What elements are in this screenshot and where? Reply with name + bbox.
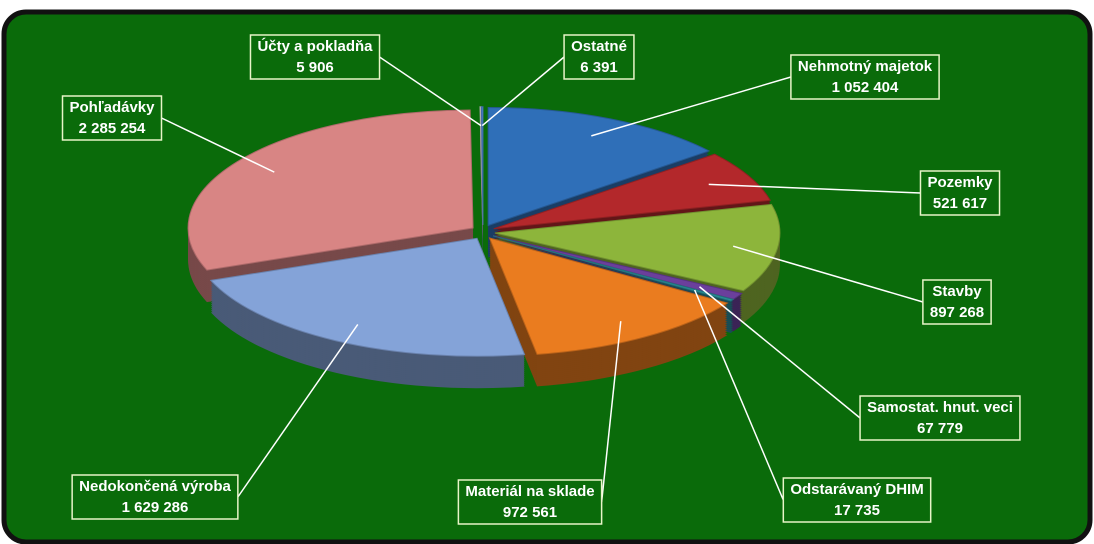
slice [187,109,474,271]
label-name: Odstarávaný DHIM [790,481,923,498]
label-name: Ostatné [571,38,627,55]
label-box [71,474,239,520]
label-box [563,34,635,80]
data-label: Pozemky 521 617 [708,170,1001,216]
leader-line [591,76,792,137]
label-name: Nehmotný majetok [798,58,933,75]
data-label: Účty a pokladňa 5 906 [249,34,482,127]
slice [493,153,772,230]
label-name: Pozemky [927,174,993,191]
label-name: Nedokončená výroba [79,478,231,495]
label-value: 972 561 [503,504,557,521]
label-box [859,395,1021,441]
data-label: Samostat. hnut. veci 67 779 [699,286,1021,441]
label-value: 67 779 [917,420,963,437]
slice-side [479,138,483,257]
label-name: Materiál na sklade [465,483,594,500]
slice [494,203,781,292]
leader-line [708,183,921,194]
data-label: Nedokončená výroba 1 629 286 [71,323,359,520]
label-value: 2 285 254 [79,120,146,137]
label-value: 521 617 [933,195,987,212]
slice-side [493,237,734,303]
data-label: Odstarávaný DHIM 17 735 [693,289,932,523]
slice-side [479,128,483,247]
label-value: 6 391 [580,59,618,76]
label-box [790,54,940,100]
label-box [457,479,603,525]
data-label: Ostatné 6 391 [481,34,635,127]
label-box [61,95,163,141]
leader-line [693,289,785,501]
leader-line [600,321,622,503]
label-value: 897 268 [930,304,984,321]
slice [492,235,735,302]
data-label: Materiál na sklade 972 561 [457,321,622,525]
slice [488,237,729,355]
label-name: Pohľadávky [70,99,156,116]
slice [209,237,526,357]
data-label: Stavby 897 268 [732,245,992,325]
slice-side [479,126,483,245]
slice-side [479,130,483,249]
leader-line [481,56,565,127]
label-box [919,170,1001,216]
label-value: 1 629 286 [122,499,189,516]
leader-line [161,117,275,173]
label-name: Samostat. hnut. veci [867,399,1013,416]
leader-line [732,245,924,303]
label-box [782,477,932,523]
data-label: Pohľadávky 2 285 254 [61,95,275,173]
label-name: Stavby [932,283,982,300]
leader-line [699,286,861,419]
slice [487,106,711,227]
label-box [249,34,381,80]
slice-side [479,132,483,251]
label-value: 5 906 [296,59,334,76]
data-label: Nehmotný majetok 1 052 404 [591,54,940,137]
leader-line [237,323,359,498]
slice-side [479,134,483,253]
label-name: Účty a pokladňa [257,37,373,55]
leader-line [379,56,482,127]
slice [480,106,484,225]
label-box [922,279,992,325]
slice-side [479,136,483,255]
label-value: 17 735 [834,502,880,519]
label-value: 1 052 404 [832,79,899,96]
